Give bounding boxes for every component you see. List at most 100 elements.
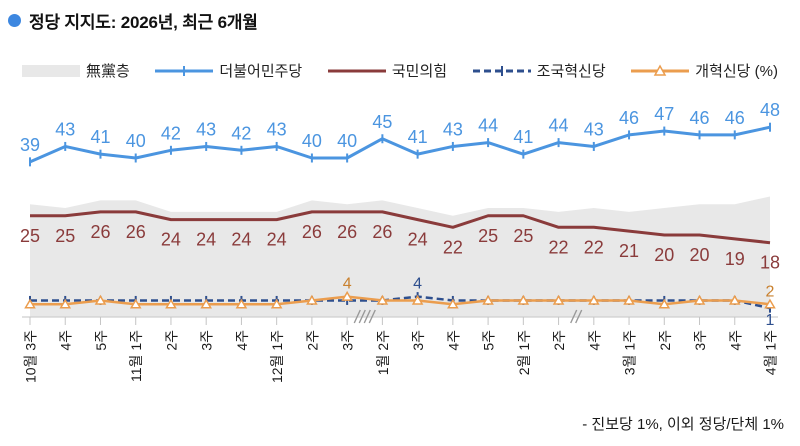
triangle-marker [764,298,776,309]
data-label: 43 [267,119,287,139]
legend-swatch-rebuilding-korea-party [472,65,531,76]
triangle-marker [270,298,283,309]
legend-swatch-people-power-party [327,69,386,72]
x-axis-label: 3월 1주 [622,330,638,375]
line-democratic-party [29,125,771,164]
x-axis-label: 3주 [410,330,426,351]
data-label: 41 [90,127,110,147]
line-people-power-party [30,210,771,245]
legend-item-people-power-party: 국민의힘 [327,60,448,81]
data-label: 24 [161,230,181,250]
legend-label-people-power-party: 국민의힘 [391,63,448,80]
x-axis-label: 5주 [93,330,109,351]
data-label: 25 [20,226,40,246]
x-axis-label: 3주 [692,330,708,351]
data-label: 46 [619,108,639,128]
x-axis-label: 2주 [163,330,179,351]
triangle-marker [588,294,600,305]
triangle-marker [693,294,706,305]
triangle-marker [200,298,212,309]
data-label: 46 [725,108,745,128]
x-axis-label: 2주 [304,330,320,351]
data-label: 22 [549,237,569,257]
data-label: 43 [443,119,463,139]
data-label: 2 [766,283,775,300]
data-label: 44 [478,116,498,136]
data-label: 24 [196,230,216,250]
data-label: 24 [231,230,251,250]
axis-break-icon [358,309,366,324]
triangle-marker [658,298,671,309]
data-label: 40 [302,131,322,151]
triangle-marker [235,298,248,309]
legend-swatch-democratic-party [155,65,214,76]
data-label: 26 [337,222,357,242]
data-label: 46 [690,108,710,128]
x-axis-label: 12월 1주 [269,330,285,383]
data-label: 24 [267,230,287,250]
data-label: 26 [90,222,110,242]
legend-label-rebuilding-korea-party: 조국혁신당 [536,63,606,80]
data-label: 45 [372,112,392,132]
axis-break-icon [575,309,583,324]
legend-swatch-independents [22,64,80,77]
data-label: 47 [654,104,674,124]
x-axis-label: 1월 2주 [375,330,391,375]
legend-swatch-reform-party [631,63,690,76]
triangle-marker [728,294,741,305]
data-label: 18 [760,253,780,273]
x-axis-label: 3주 [340,330,356,351]
triangle-marker [129,298,142,309]
data-label: 48 [760,100,780,120]
legend-item-democratic-party: 더불어민주당 [155,60,302,81]
data-label: 43 [196,119,216,139]
x-axis-label: 10월 3주 [23,330,39,383]
data-label: 43 [584,119,604,139]
legend-item-independents: 無黨층 [22,60,130,81]
axis-break-icon [363,309,371,324]
data-label: 20 [654,245,674,265]
x-axis-label: 11월 1주 [128,330,144,382]
axis-break-icon [368,309,376,324]
data-label: 44 [549,116,569,136]
data-label: 41 [513,127,533,147]
triangle-marker [341,290,353,301]
triangle-marker [24,298,36,309]
x-axis-label: 2주 [657,330,673,351]
line-rebuilding-korea-party [30,295,771,310]
data-label: 25 [55,226,75,246]
axis-break-icon [353,309,361,324]
data-label: 26 [126,222,146,242]
x-axis-label: 4월 1주 [763,330,779,375]
data-label: 42 [231,123,251,143]
data-label: 40 [126,131,146,151]
legend-label-independents: 無黨층 [86,63,130,80]
triangle-marker [552,294,565,305]
chart-legend: 無黨층 더불어민주당 국민의힘 조국혁신당 개혁신당 (%) [0,60,800,81]
data-label: 22 [584,237,604,257]
data-label: 25 [513,226,533,246]
triangle-marker [376,294,389,305]
data-label: 41 [408,127,428,147]
x-axis-label: 4주 [445,330,461,351]
data-label: 4 [413,276,422,293]
triangle-marker [517,294,530,305]
data-label: 1 [766,312,775,329]
data-label: 26 [372,222,392,242]
legend-item-rebuilding-korea-party: 조국혁신당 [472,60,606,81]
triangle-marker [482,294,494,305]
triangle-marker [94,294,107,305]
x-axis-label: 4주 [234,330,250,351]
chart-header: 정당 지지도: 2026년, 최근 6개월 [8,8,258,33]
data-label: 24 [408,230,428,250]
x-axis-label: 2주 [551,330,567,351]
data-label: 39 [20,135,40,155]
triangle-marker [623,294,635,305]
page-title: 정당 지지도: 2026년, 최근 6개월 [29,13,258,32]
data-label: 21 [619,241,639,261]
triangle-marker [165,298,177,309]
legend-label-reform-party: 개혁신당 (%) [695,63,778,80]
data-label: 43 [55,119,75,139]
